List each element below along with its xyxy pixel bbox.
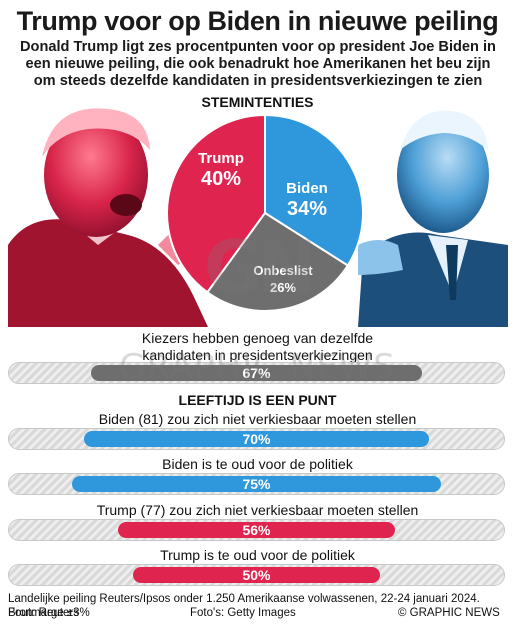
bar-question-1: Biden (81) zou zich niet verkiesbaar moe… <box>98 411 417 427</box>
pie-value-biden: 34% <box>287 198 327 220</box>
bar-question-0-text: Kiezers hebben genoeg van dezelfde kandi… <box>141 330 374 363</box>
footer-note: Landelijke peiling Reuters/Ipsos onder 1… <box>8 593 480 619</box>
trump-photo <box>8 95 208 327</box>
footer-source: Bron: Reuters <box>8 607 79 619</box>
pie-label-trump: Trump <box>198 150 244 167</box>
bar-fill-1: 70% <box>83 431 430 447</box>
footer-copyright: © GRAPHIC NEWS <box>398 607 500 619</box>
bar-fill-2: 75% <box>71 476 442 492</box>
bar-track-4: 50% <box>8 564 505 586</box>
bar-fill-3: 56% <box>118 522 395 538</box>
bar-value-0: 67% <box>242 365 271 381</box>
pie-slice-onbeslist <box>205 211 350 312</box>
bar-fill-4: 50% <box>133 567 380 583</box>
bar-track-0: 67% <box>8 362 505 384</box>
age-section-title: LEEFTIJD IS EEN PUNT <box>178 392 337 408</box>
trump-portrait-icon <box>8 108 208 327</box>
bar-value-4: 50% <box>242 567 271 583</box>
bar-track-1: 70% <box>8 428 505 450</box>
bar-track-3: 56% <box>8 519 505 541</box>
pie-slice-trump <box>166 113 266 294</box>
pie-label-onbeslist: Onbeslist <box>253 263 313 278</box>
pie-value-trump: 40% <box>201 168 241 190</box>
bar-value-3: 56% <box>242 522 271 538</box>
pie-chart-title: STEMINTENTIES <box>201 94 314 110</box>
bar-track-2: 75% <box>8 473 505 495</box>
pie-label-biden: Biden <box>286 180 328 197</box>
bar-question-3: Trump (77) zou zich niet verkiesbaar moe… <box>96 502 419 518</box>
bar-value-1: 70% <box>242 431 271 447</box>
bar-question-0: Kiezers hebben genoeg van dezelfde kandi… <box>0 330 515 364</box>
bar-fill-0: 67% <box>91 365 422 381</box>
page-subtitle: Donald Trump ligt zes procentpunten voor… <box>20 39 496 89</box>
biden-portrait-icon <box>358 110 508 327</box>
page-title: Trump voor op Biden in nieuwe peiling <box>16 6 499 36</box>
footer-photos: Foto's: Getty Images <box>190 607 296 619</box>
bar-question-4: Trump is te oud voor de politiek <box>160 547 355 563</box>
bar-value-2: 75% <box>242 476 271 492</box>
pie-value-onbeslist: 26% <box>270 280 296 295</box>
bar-question-2: Biden is te oud voor de politiek <box>162 456 353 472</box>
biden-photo <box>358 95 508 327</box>
